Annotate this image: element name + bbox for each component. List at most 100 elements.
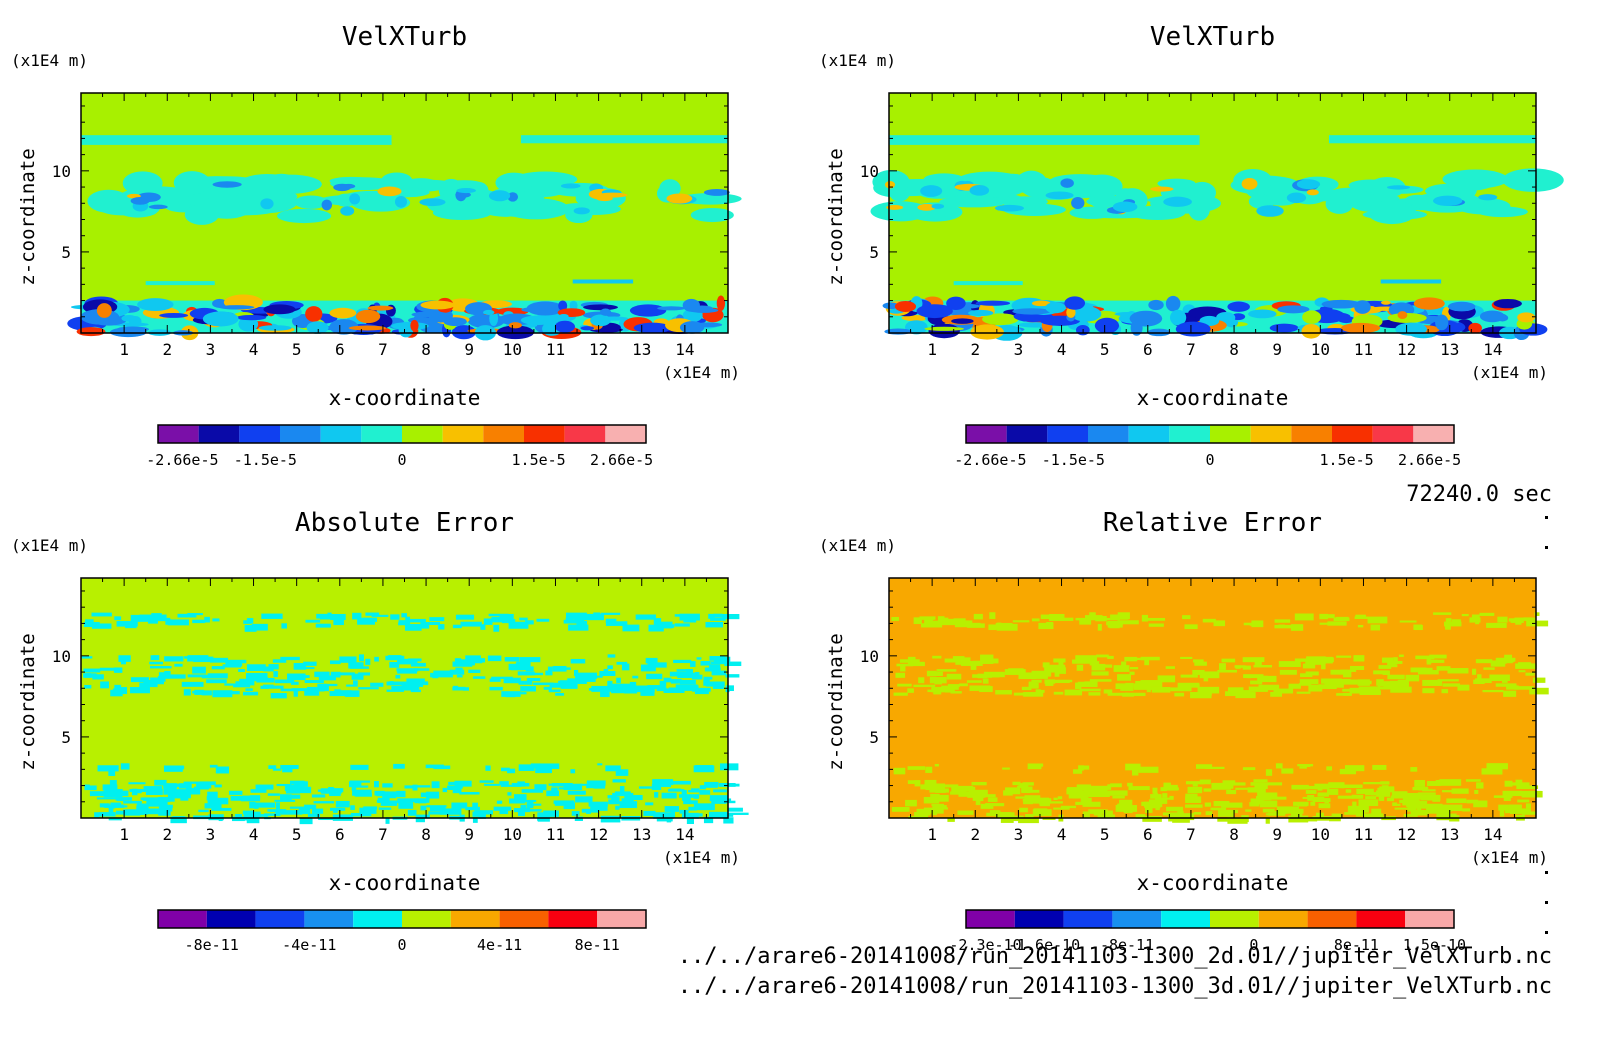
- field-cell: [1157, 675, 1176, 683]
- field-cell: [387, 681, 408, 684]
- colorbar-label: -2.3e-10: [949, 936, 1021, 954]
- field-cell: [1330, 678, 1351, 685]
- field-cell: [108, 769, 116, 777]
- field-cell: [1195, 764, 1213, 769]
- field-cell: [536, 618, 550, 622]
- field-cell: [928, 323, 960, 339]
- field-cell: [215, 195, 263, 212]
- field-cell: [150, 665, 172, 669]
- field-cell: [1489, 674, 1510, 681]
- colorbar-swatch: [564, 425, 606, 443]
- field-cell: [154, 779, 167, 786]
- field-cell: [110, 802, 122, 806]
- field-cell: [128, 782, 146, 785]
- field-cell: [1152, 787, 1158, 794]
- field-cell: [1018, 783, 1029, 788]
- x-tick-label: 3: [1014, 340, 1024, 359]
- field-cell: [1021, 786, 1033, 793]
- field-cell: [982, 313, 1019, 326]
- field-cell: [385, 817, 390, 824]
- field-cell: [668, 687, 677, 691]
- field-cell: [1358, 799, 1379, 807]
- field-cell: [117, 797, 125, 802]
- field-cell: [721, 614, 740, 620]
- marker-dot: [1545, 516, 1548, 519]
- field-cell: [187, 658, 194, 662]
- field-cell: [474, 810, 493, 815]
- field-cell: [1525, 803, 1531, 809]
- field-cell: [959, 683, 968, 687]
- field-cell: [518, 764, 535, 771]
- field-cell: [374, 656, 379, 662]
- field-band: [81, 135, 392, 145]
- field-cell: [645, 802, 654, 806]
- field-cell: [519, 617, 528, 621]
- field-cell: [1418, 786, 1429, 791]
- field-cell: [1109, 622, 1120, 629]
- colorbar-swatch: [524, 425, 565, 443]
- field-cell: [608, 799, 620, 805]
- field-cell: [1363, 680, 1372, 685]
- field-cell: [1371, 808, 1382, 815]
- field-cell: [600, 316, 629, 321]
- colorbar-swatch: [1372, 425, 1414, 443]
- field-cell: [420, 300, 456, 310]
- colorbar-label: 8e-11: [575, 936, 620, 954]
- field-cell: [700, 660, 711, 666]
- field-cell: [666, 193, 693, 204]
- field-cell: [130, 197, 150, 205]
- field-cell: [986, 812, 1003, 817]
- field-cell: [1040, 614, 1063, 620]
- field-cell: [465, 806, 480, 811]
- field-cell: [1265, 816, 1270, 824]
- field-cell: [939, 196, 1008, 208]
- x-tick-label: 7: [378, 825, 388, 844]
- field-cell: [1367, 616, 1388, 624]
- field-cell: [924, 326, 965, 331]
- field-cell: [116, 687, 128, 695]
- field-cell: [1498, 804, 1509, 811]
- field-cell: [995, 812, 1015, 819]
- field-cell: [348, 662, 364, 669]
- field-cell: [152, 655, 160, 660]
- field-cell: [519, 657, 541, 663]
- field-cell: [348, 781, 362, 788]
- field-cell: [1190, 692, 1212, 699]
- field-cell: [1526, 620, 1549, 627]
- field-cell: [1060, 805, 1077, 809]
- field-cell: [936, 794, 949, 802]
- field-cell: [1162, 793, 1168, 798]
- field-cell: [629, 681, 637, 687]
- field-cell: [1398, 654, 1404, 657]
- field-cell: [1405, 194, 1432, 206]
- field-cell: [925, 766, 933, 773]
- field-cell: [1363, 781, 1382, 785]
- field-cell: [84, 684, 92, 689]
- field-cell: [405, 616, 411, 623]
- field-cell: [961, 660, 983, 666]
- field-cell: [428, 811, 445, 815]
- field-cell: [178, 783, 192, 789]
- field-cell: [605, 621, 628, 626]
- field-cell: [303, 667, 315, 670]
- field-cell: [1436, 666, 1451, 671]
- field-cell: [611, 796, 620, 802]
- field-cell: [1023, 801, 1033, 805]
- field-cell: [1414, 624, 1423, 631]
- field-cell: [546, 790, 560, 797]
- field-cell: [1482, 689, 1504, 693]
- field-cell: [923, 796, 940, 804]
- field-cell: [1415, 655, 1435, 660]
- field-cell: [393, 763, 405, 769]
- field-cell: [284, 784, 298, 792]
- field-cell: [932, 805, 947, 809]
- field-cell: [419, 198, 446, 207]
- field-cell: [1177, 811, 1184, 817]
- field-cell: [1324, 681, 1344, 688]
- field-cell: [407, 809, 417, 816]
- field-cell: [976, 794, 984, 802]
- field-cell: [451, 325, 477, 340]
- field-cell: [972, 660, 994, 664]
